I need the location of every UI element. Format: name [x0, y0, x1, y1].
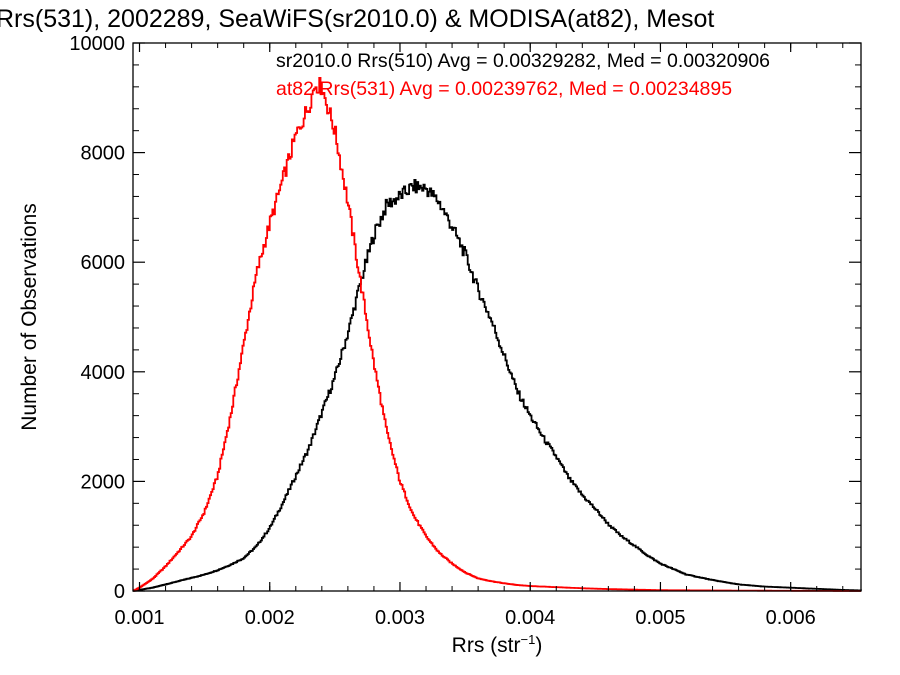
- x-tick-label: 0.004: [505, 607, 555, 629]
- x-axis-label: Rrs (str−1): [452, 632, 543, 657]
- y-tick-label: 4000: [81, 362, 126, 384]
- y-tick-label: 6000: [81, 252, 126, 274]
- x-tick-label: 0.003: [375, 607, 425, 629]
- series-line-black: [133, 178, 862, 592]
- y-tick-label: 10000: [69, 33, 125, 55]
- chart-title: Rrs(531), 2002289, SeaWiFS(sr2010.0) & M…: [0, 5, 714, 33]
- x-tick-label: 0.006: [766, 607, 816, 629]
- y-tick-label: 8000: [81, 143, 126, 165]
- x-tick-label: 0.002: [245, 607, 295, 629]
- y-axis-label: Number of Observations: [18, 203, 41, 431]
- series-layer: [133, 76, 862, 592]
- annotation-red-series: at82 Rrs(531) Avg = 0.00239762, Med = 0.…: [276, 78, 732, 100]
- plot-frame: [132, 42, 862, 592]
- annotation-black-series: sr2010.0 Rrs(510) Avg = 0.00329282, Med …: [276, 50, 770, 72]
- x-tick-label: 0.005: [635, 607, 685, 629]
- tick-layer: 0.001 0.002 0.003 0.004 0.005 0.006 0 2000 4000 6…: [69, 33, 861, 629]
- y-tick-label: 2000: [81, 471, 126, 493]
- x-tick-label: 0.001: [114, 607, 164, 629]
- y-tick-label: 0: [114, 581, 125, 603]
